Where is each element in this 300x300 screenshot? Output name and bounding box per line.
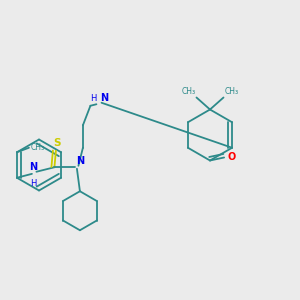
Text: H: H (90, 94, 96, 103)
Text: N: N (76, 156, 84, 166)
Text: CH₃: CH₃ (225, 87, 239, 96)
Text: N: N (100, 93, 108, 103)
Text: CH₃: CH₃ (30, 143, 44, 152)
Text: H: H (30, 178, 37, 188)
Text: O: O (228, 152, 236, 163)
Text: S: S (53, 138, 60, 148)
Text: N: N (29, 162, 38, 172)
Text: CH₃: CH₃ (181, 87, 195, 96)
